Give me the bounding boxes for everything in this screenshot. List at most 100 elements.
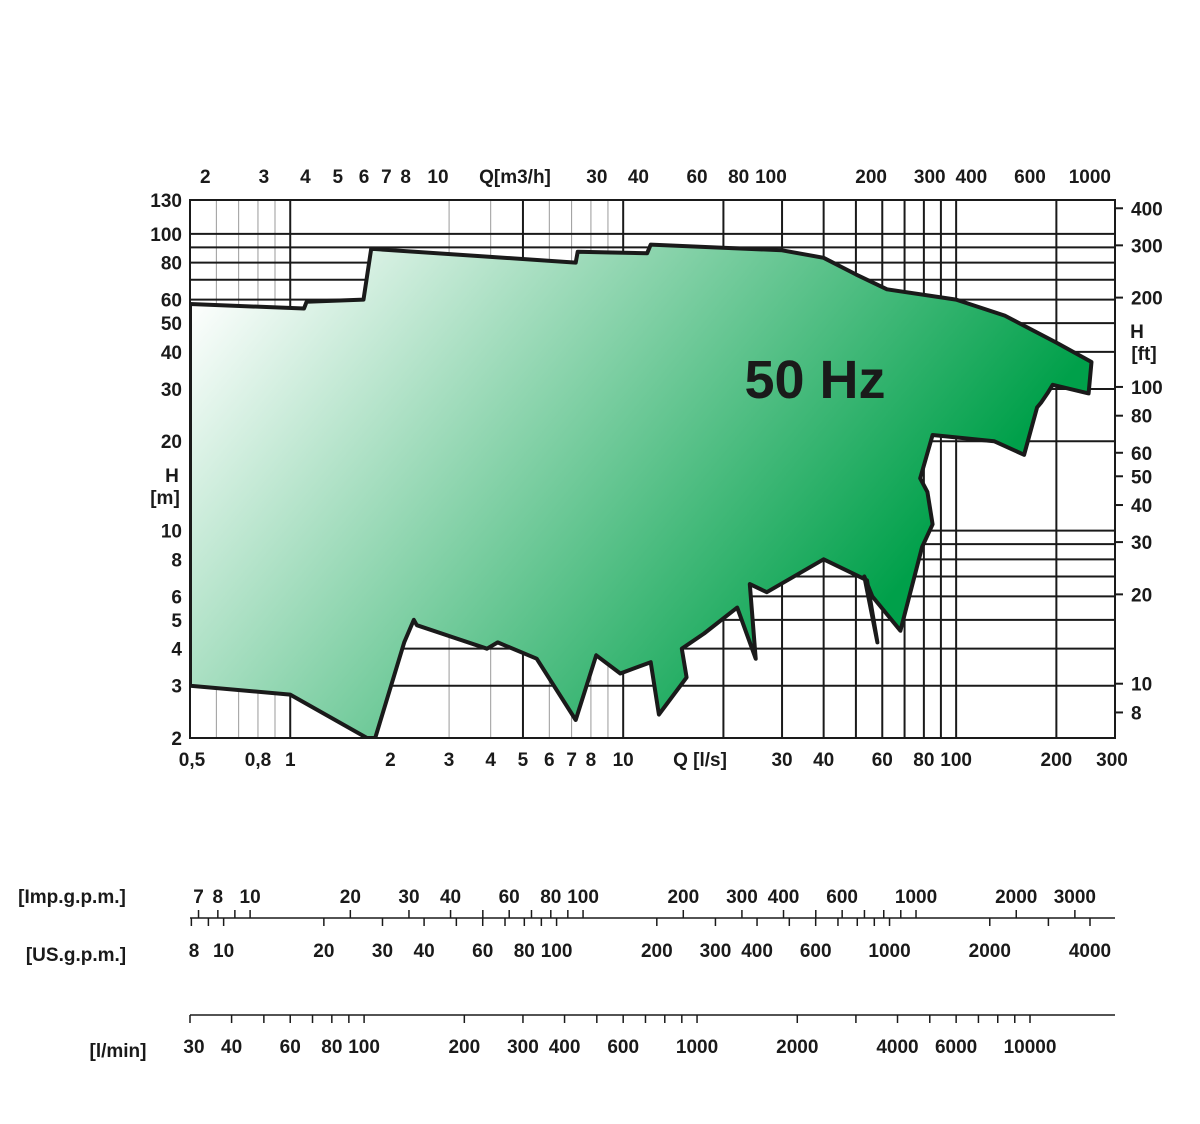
bottom-tick-label: 80: [913, 750, 934, 771]
right-tick-label: 50: [1131, 467, 1152, 488]
scale-tick-label: 1000: [676, 1037, 718, 1058]
scale-tick-label: 100: [348, 1037, 380, 1058]
bottom-tick-label: 5: [518, 750, 529, 771]
left-tick-label: 6: [171, 587, 182, 608]
scale-tick-label: 100: [541, 941, 573, 962]
left-tick-label: 100: [150, 225, 182, 246]
scale-tick-label: 400: [741, 941, 773, 962]
scale-tick-label: 200: [448, 1037, 480, 1058]
top-tick-label: 100: [755, 167, 787, 188]
left-tick-label: 40: [161, 343, 182, 364]
top-tick-label: 400: [956, 167, 988, 188]
left-tick-label: 30: [161, 380, 182, 401]
scale-tick-label: 600: [800, 941, 832, 962]
scale-tick-label: 400: [549, 1037, 581, 1058]
scale-tick-label: 80: [540, 887, 561, 908]
pump-range-envelope: [190, 242, 1094, 738]
scale-tick-label: 40: [440, 887, 461, 908]
left-axis-title-line2: [m]: [150, 488, 180, 509]
scale-tick-label: 100: [567, 887, 599, 908]
top-tick-label: 600: [1014, 167, 1046, 188]
imp-gpm-scale: 7 8 10 20 30 40 60 80 100 200 300 400 600 1000 2000 300…: [190, 887, 1115, 919]
left-tick-label: 50: [161, 314, 182, 335]
scale-tick-label: 30: [372, 941, 393, 962]
scale-tick-label: 10000: [1004, 1037, 1057, 1058]
scale-tick-label: 40: [414, 941, 435, 962]
top-axis-title: Q[m3/h]: [479, 167, 551, 188]
right-tick-label: 300: [1131, 236, 1163, 257]
top-axis-labels: 2 3 4 5 6 7 8 10 30 40 60 80 100 200 300 400 600 1000: [200, 167, 1111, 188]
bottom-tick-label: 6: [544, 750, 555, 771]
left-tick-label: 3: [171, 677, 182, 698]
scale-tick-label: 4000: [876, 1037, 918, 1058]
right-tick-label: 8: [1131, 703, 1142, 724]
top-tick-label: 7: [381, 167, 392, 188]
scale-tick-label: 300: [700, 941, 732, 962]
bottom-axis-title: Q [l/s]: [673, 750, 727, 771]
scale-tick-label: 30: [183, 1037, 204, 1058]
bottom-axis-labels: 0,5 0,8 1 2 3 4 5 6 7 8 10 30 40 60 80 100 200 300: [179, 750, 1128, 771]
right-tick-label: 40: [1131, 496, 1152, 517]
scale-tick-label: 40: [221, 1037, 242, 1058]
top-tick-label: 200: [855, 167, 887, 188]
left-tick-label: 2: [171, 729, 182, 750]
top-tick-label: 40: [628, 167, 649, 188]
scale-tick-label: 200: [667, 887, 699, 908]
scale-tick-label: 60: [472, 941, 493, 962]
plot-frame: [189, 199, 1116, 739]
scale-tick-label: 400: [768, 887, 800, 908]
scale-tick-label: 7: [193, 887, 204, 908]
left-tick-label: 130: [150, 191, 182, 212]
right-tick-label: 400: [1131, 199, 1163, 220]
left-axis-title-line1: H: [165, 466, 179, 487]
bottom-tick-label: 200: [1041, 750, 1073, 771]
right-axis-title-line2: [ft]: [1131, 344, 1156, 365]
top-tick-label: 8: [400, 167, 411, 188]
scale-tick-label: 200: [641, 941, 673, 962]
us-gpm-scale: 8 10 20 30 40 60 80 100 200 300 400 600 1000 2000 4000: [189, 918, 1111, 962]
left-tick-label: 4: [171, 640, 182, 661]
lmin-scale: 30 40 60 80 100 200 300 400 600 1000 2000 4000 6000 1…: [183, 1014, 1115, 1058]
right-tick-label: 200: [1131, 289, 1163, 310]
top-tick-label: 60: [686, 167, 707, 188]
bottom-tick-label: 300: [1096, 750, 1128, 771]
scale-tick-label: 1000: [895, 887, 937, 908]
left-tick-label: 20: [161, 432, 182, 453]
bottom-tick-label: 60: [872, 750, 893, 771]
scale-tick-label: 600: [607, 1037, 639, 1058]
bottom-tick-label: 1: [285, 750, 296, 771]
top-tick-label: 80: [728, 167, 749, 188]
top-tick-label: 3: [259, 167, 270, 188]
scale-tick-label: 80: [514, 941, 535, 962]
scale-tick-label: 8: [213, 887, 224, 908]
scale-tick-label: 80: [321, 1037, 342, 1058]
scale-tick-label: 4000: [1069, 941, 1111, 962]
scale-tick-label: 2000: [969, 941, 1011, 962]
scale-tick-label: 20: [313, 941, 334, 962]
top-tick-label: 10: [427, 167, 448, 188]
lmin-label: [l/min]: [90, 1041, 147, 1062]
scale-tick-label: 6000: [935, 1037, 977, 1058]
right-tick-label: 10: [1131, 675, 1152, 696]
us-gpm-label: [US.g.p.m.]: [26, 945, 126, 966]
top-tick-label: 30: [586, 167, 607, 188]
scale-tick-label: 60: [499, 887, 520, 908]
top-tick-label: 2: [200, 167, 211, 188]
scale-tick-label: 600: [826, 887, 858, 908]
right-tick-label: 20: [1131, 585, 1152, 606]
bottom-tick-label: 100: [940, 750, 972, 771]
scale-tick-label: 10: [240, 887, 261, 908]
bottom-tick-label: 7: [566, 750, 577, 771]
right-tick-label: 30: [1131, 533, 1152, 554]
top-tick-label: 5: [332, 167, 343, 188]
right-axis-title-line1: H: [1130, 322, 1144, 343]
bottom-tick-label: 2: [385, 750, 396, 771]
bottom-tick-label: 30: [771, 750, 792, 771]
scale-tick-label: 2000: [995, 887, 1037, 908]
scale-tick-label: 20: [340, 887, 361, 908]
top-tick-label: 4: [300, 167, 311, 188]
bottom-tick-label: 40: [813, 750, 834, 771]
